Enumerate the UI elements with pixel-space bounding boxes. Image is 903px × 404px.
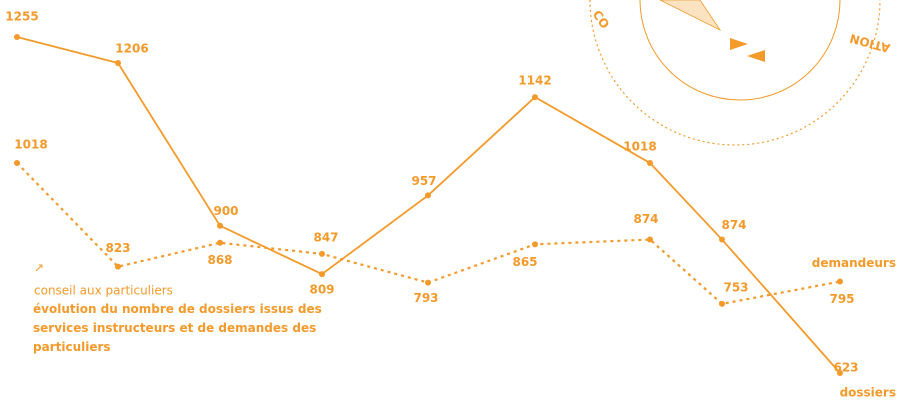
data-label: 823: [105, 241, 130, 255]
data-label: 623: [833, 361, 858, 375]
point: [115, 263, 121, 270]
data-label: 957: [411, 174, 436, 188]
data-label: 809: [309, 283, 334, 297]
data-label: 847: [313, 230, 338, 244]
legend-title-box: évolution du nombre de dossiers issus de…: [33, 302, 322, 354]
point: [115, 60, 121, 67]
data-label: 1018: [14, 138, 47, 152]
series-name: dossiers: [840, 386, 896, 400]
point: [217, 239, 223, 246]
point: [319, 250, 325, 257]
point: [719, 236, 725, 243]
data-label: 1018: [623, 140, 656, 154]
data-label: 900: [213, 204, 238, 218]
decor-circle: CO ATION: [589, 0, 892, 146]
legend-title: évolution du nombre de dossiers issus de…: [33, 302, 322, 354]
point: [14, 160, 20, 166]
point: [719, 300, 725, 307]
point: [837, 278, 843, 285]
data-label: 874: [633, 212, 658, 226]
data-label: 874: [721, 218, 746, 232]
data-label: 1142: [518, 74, 551, 88]
point: [319, 271, 325, 278]
point: [532, 241, 538, 248]
data-label: 793: [413, 291, 438, 305]
decor-text: ATION: [848, 31, 891, 55]
data-label: 865: [512, 255, 537, 269]
point: [532, 94, 538, 101]
point: [14, 34, 20, 40]
series-name: demandeurs: [812, 256, 896, 270]
point: [837, 370, 843, 376]
arrow-icon: ↗: [34, 261, 44, 275]
decor-text: CO: [590, 8, 612, 32]
data-label: 1255: [5, 10, 38, 24]
data-label: 753: [723, 280, 748, 294]
point: [647, 160, 653, 166]
legend-subtitle: conseil aux particuliers: [34, 284, 173, 298]
point: [647, 236, 653, 243]
point: [425, 192, 431, 199]
point: [217, 222, 223, 229]
data-label: 1206: [115, 42, 148, 56]
point: [425, 279, 431, 286]
data-label: 868: [207, 253, 232, 267]
data-label: 795: [829, 292, 854, 306]
